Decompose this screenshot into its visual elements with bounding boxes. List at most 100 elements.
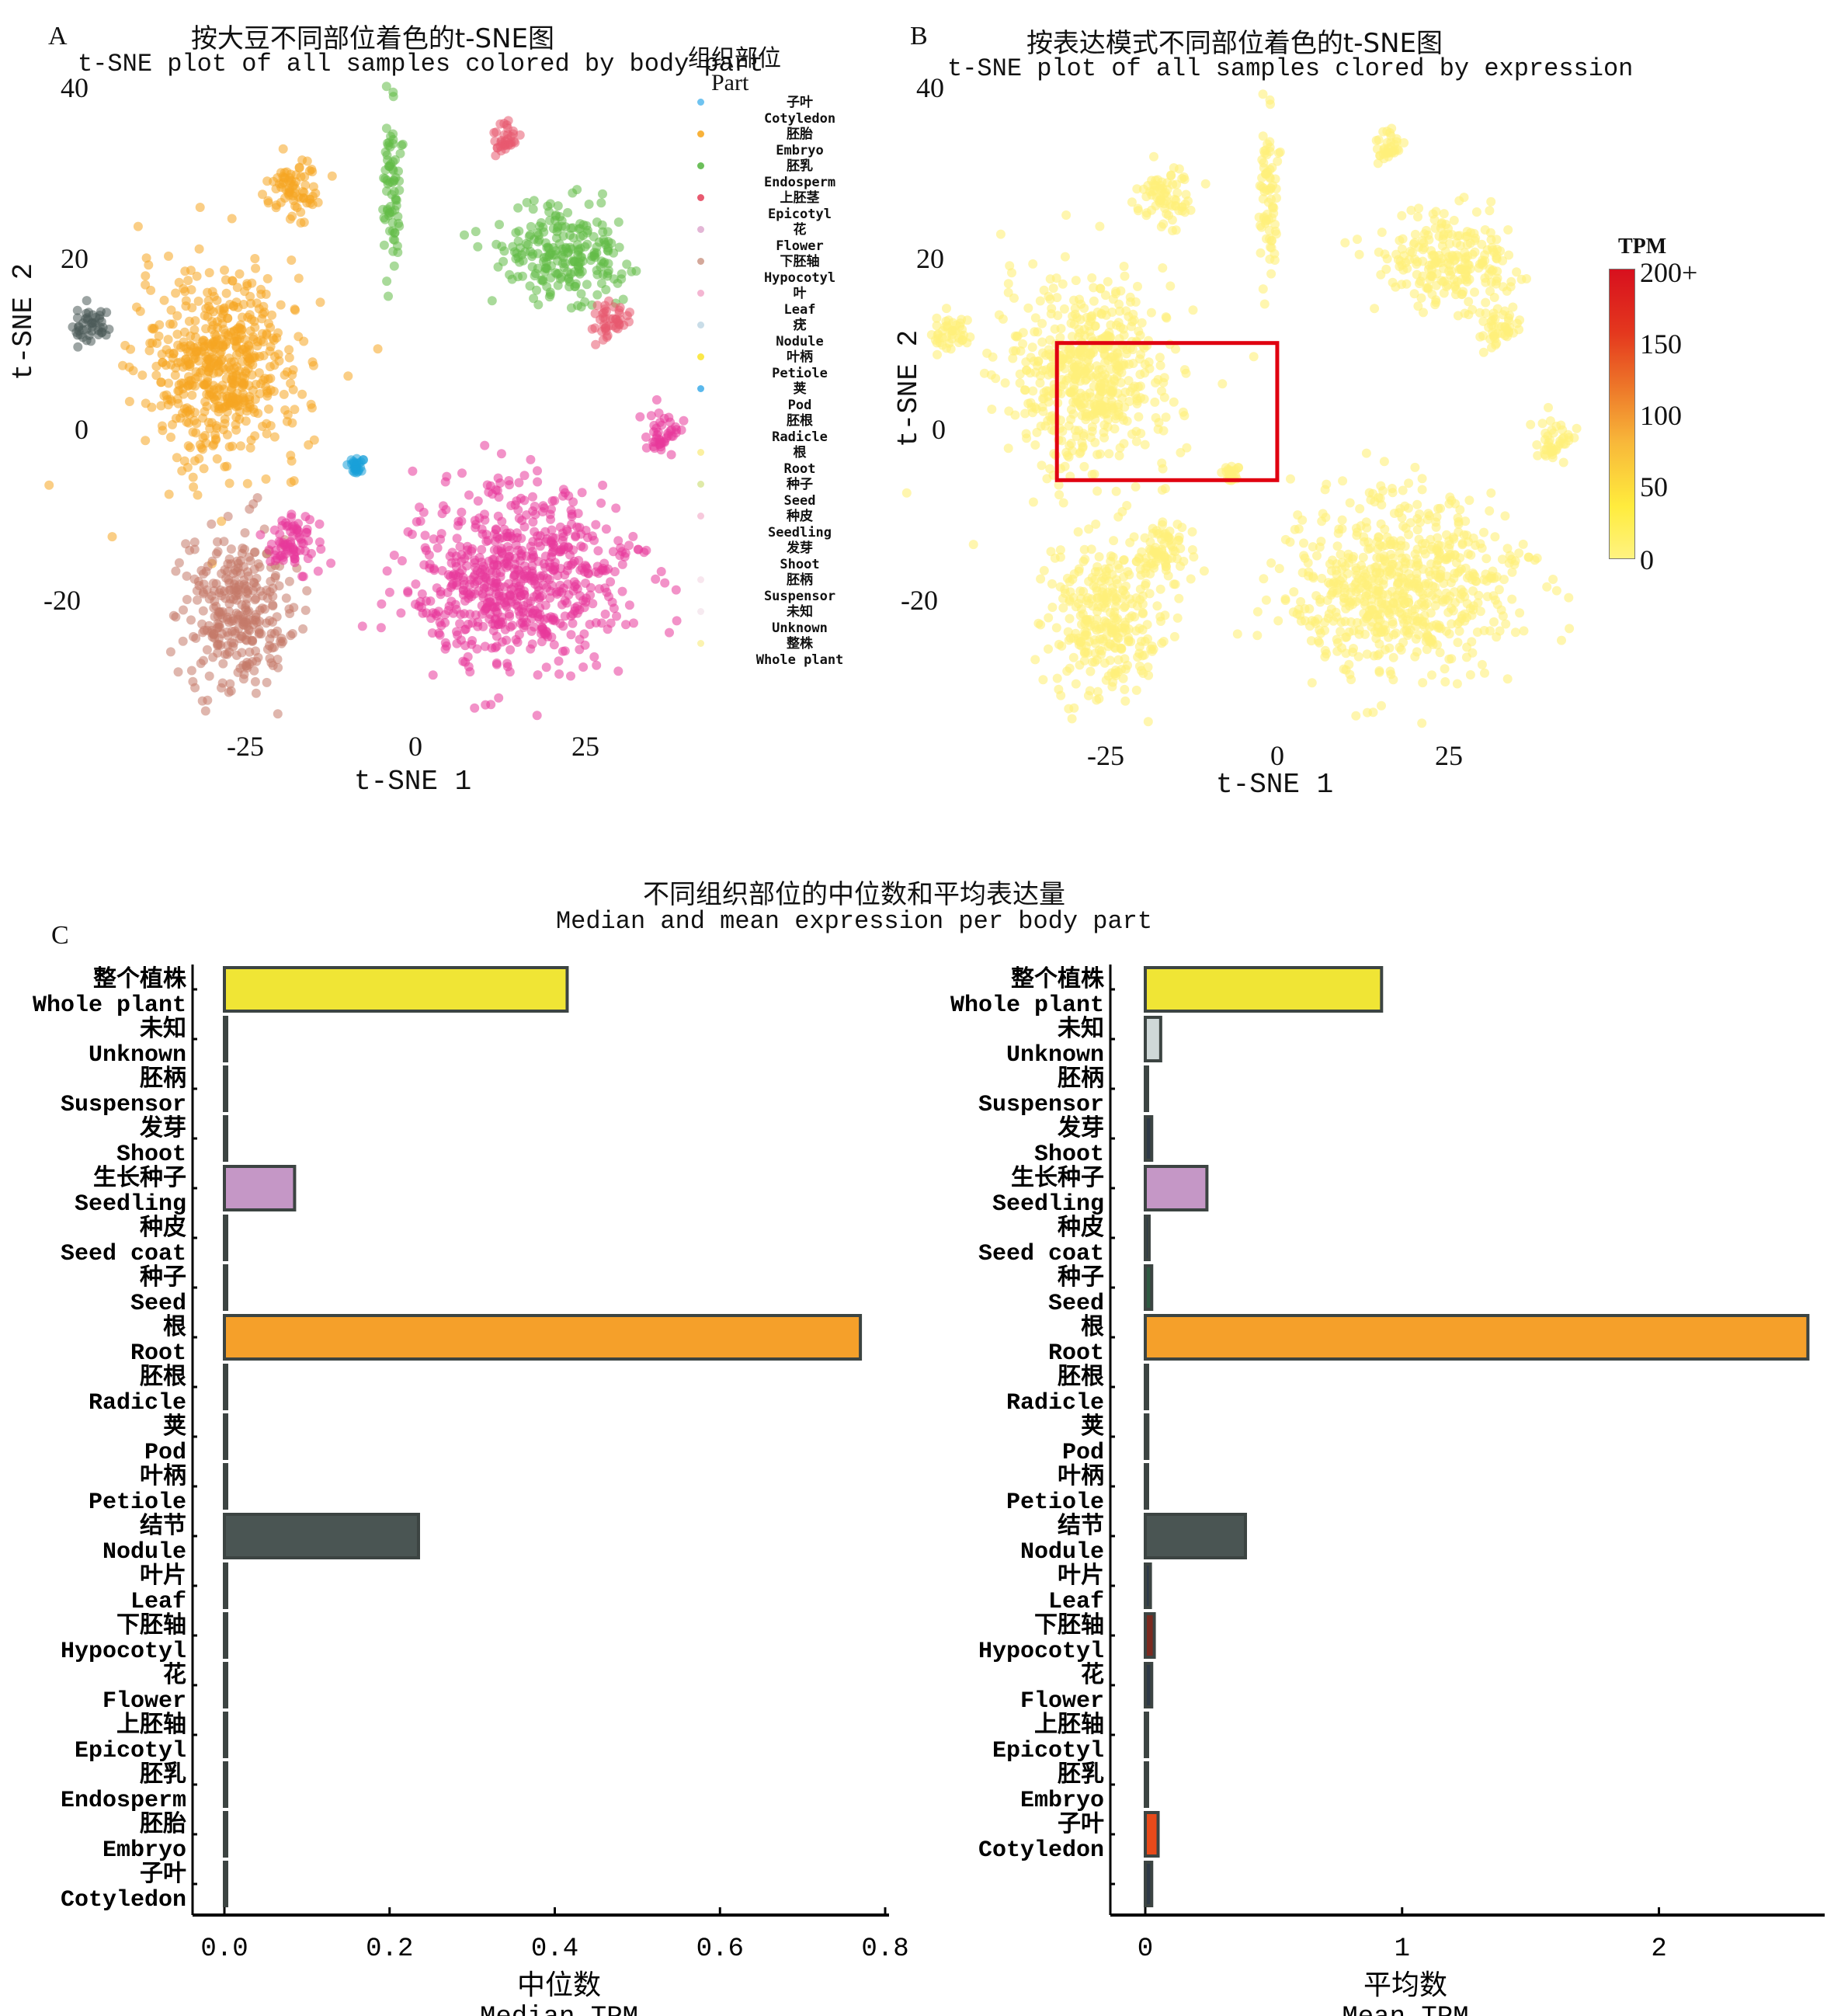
colorbar-title: TPM [1618,235,1667,259]
legend-item: 荚 Pod [697,381,846,413]
scatter-point [1131,685,1141,695]
scatter-point [1069,569,1079,579]
scatter-point [634,544,644,554]
scatter-point [1113,560,1123,570]
category-label-cn: 子叶 [1058,1811,1104,1839]
scatter-point [308,360,318,370]
scatter-point [529,196,539,206]
legend-marker [697,99,704,106]
b-x-tick-0: 0 [1270,740,1284,771]
scatter-point [1461,254,1471,264]
scatter-point [502,542,512,551]
scatter-point [201,360,211,370]
category-label-en: Suspensor [978,1092,1104,1118]
legend-label-cn: 整株 [787,636,813,652]
scatter-point [189,456,200,466]
scatter-point [1110,589,1120,599]
category-label-en: Seed coat [61,1241,186,1267]
scatter-point [203,301,214,311]
category-label-cn: 上胚轴 [116,1712,186,1740]
scatter-point [1421,225,1431,235]
scatter-point [1100,357,1110,367]
scatter-cluster-nodule [68,296,114,352]
scatter-point [1114,450,1124,461]
scatter-point [497,516,507,527]
scatter-point [589,652,599,662]
scatter-point [1334,524,1344,534]
scatter-point [1378,603,1388,613]
scatter-point [1252,607,1263,617]
scatter-point [1492,235,1502,245]
scatter-point [196,659,206,669]
scatter-point [161,360,171,370]
scatter-point [1137,318,1147,328]
scatter-point [424,550,434,560]
scatter-point [611,503,621,513]
scatter-point [581,597,591,607]
scatter-point [554,669,564,679]
scatter-point [459,575,469,586]
x-tick-label: 0 [1138,1934,1153,1964]
scatter-point [203,377,213,387]
scatter-point [1434,250,1444,260]
scatter-point [1458,587,1468,597]
category-label-en: Epicotyl [75,1738,186,1764]
scatter-point [1161,558,1171,568]
scatter-point [1351,711,1361,721]
scatter-point [1542,582,1552,592]
scatter-point [1332,634,1342,645]
scatter-point [593,546,603,556]
scatter-point [603,268,613,278]
scatter-point [197,696,207,706]
scatter-point [1265,172,1274,182]
scatter-point [491,579,501,589]
scatter-point [1454,196,1464,206]
scatter-point [1551,586,1561,596]
scatter-point [458,586,468,595]
scatter-point [1023,303,1033,313]
colorbar [1609,269,1635,559]
scatter-point [172,453,182,463]
scatter-point [284,353,294,363]
scatter-point [1062,666,1072,676]
scatter-point [545,593,555,603]
scatter-point [1107,569,1117,579]
scatter-point [473,621,483,631]
scatter-point [224,478,234,488]
scatter-point [1512,318,1522,328]
scatter-point [237,648,247,658]
category-label-cn: 叶片 [140,1562,186,1590]
scatter-point [1485,206,1495,216]
scatter-point [241,605,251,615]
scatter-point [1499,575,1509,585]
category-label-en: Seedling [992,1191,1104,1218]
scatter-point [1477,659,1487,669]
scatter-point [499,246,509,256]
scatter-point [550,495,560,506]
scatter-point [1505,551,1515,561]
scatter-point [556,544,566,554]
scatter-point [568,618,578,628]
scatter-point [218,342,228,352]
category-label-cn: 未知 [1058,1016,1104,1044]
scatter-point [665,627,674,638]
scatter-point [245,326,255,336]
scatter-point [571,530,581,540]
scatter-point [193,490,203,500]
panel-c-title-en: Median and mean expression per body part [555,907,1153,936]
scatter-point [223,631,233,641]
scatter-point [197,337,207,347]
scatter-point [1378,486,1388,495]
scatter-point [522,197,532,207]
scatter-point [1502,544,1513,554]
scatter-point [1026,353,1036,363]
scatter-point [1419,242,1429,252]
scatter-point [671,585,681,595]
scatter-point [1008,353,1018,363]
scatter-point [1067,714,1077,724]
scatter-point [1111,629,1121,639]
scatter-point [304,440,314,450]
scatter-point [141,436,151,446]
scatter-point [1256,222,1266,232]
scatter-point [1471,207,1481,217]
